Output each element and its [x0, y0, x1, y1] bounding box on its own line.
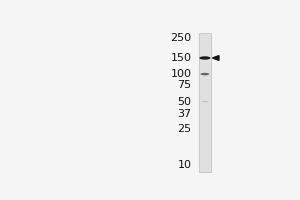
Text: 50: 50	[178, 97, 191, 107]
Ellipse shape	[200, 73, 209, 75]
Text: 150: 150	[170, 53, 191, 63]
Ellipse shape	[201, 101, 208, 102]
Text: 37: 37	[177, 109, 191, 119]
Text: 100: 100	[170, 69, 191, 79]
Bar	[199, 33, 211, 172]
Text: 25: 25	[177, 124, 191, 134]
Text: 250: 250	[170, 33, 191, 43]
Text: 75: 75	[177, 80, 191, 90]
Polygon shape	[212, 56, 219, 60]
Text: 10: 10	[178, 160, 191, 170]
Ellipse shape	[199, 56, 211, 60]
